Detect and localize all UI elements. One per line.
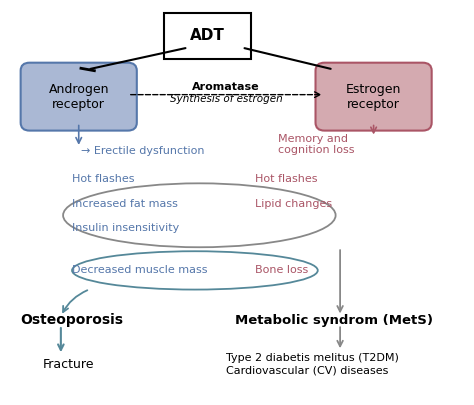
FancyBboxPatch shape [21, 63, 137, 130]
Text: Lipid changes: Lipid changes [255, 200, 332, 209]
Text: Metabolic syndrom (MetS): Metabolic syndrom (MetS) [235, 314, 433, 327]
Text: Bone loss: Bone loss [255, 265, 309, 275]
Text: Insulin insensitivity: Insulin insensitivity [72, 224, 179, 233]
Text: ADT: ADT [190, 28, 225, 43]
Text: Memory and
cognition loss: Memory and cognition loss [278, 134, 354, 156]
Text: Androgen
receptor: Androgen receptor [48, 83, 109, 111]
Text: Type 2 diabetis melitus (T2DM)
Cardiovascular (CV) diseases: Type 2 diabetis melitus (T2DM) Cardiovas… [226, 354, 399, 375]
Text: Hot flashes: Hot flashes [255, 173, 318, 183]
Text: → Erectile dysfunction: → Erectile dysfunction [81, 146, 204, 156]
Text: Hot flashes: Hot flashes [72, 173, 135, 183]
Text: Estrogen
receptor: Estrogen receptor [346, 83, 401, 111]
Text: Increased fat mass: Increased fat mass [72, 200, 178, 209]
FancyBboxPatch shape [164, 13, 251, 59]
Text: Osteoporosis: Osteoporosis [21, 313, 124, 327]
Text: Fracture: Fracture [43, 358, 94, 371]
Text: Aromatase: Aromatase [192, 82, 260, 92]
Text: Decreased muscle mass: Decreased muscle mass [72, 265, 208, 275]
FancyBboxPatch shape [316, 63, 432, 130]
Text: Synthesis of estrogen: Synthesis of estrogen [170, 94, 283, 104]
